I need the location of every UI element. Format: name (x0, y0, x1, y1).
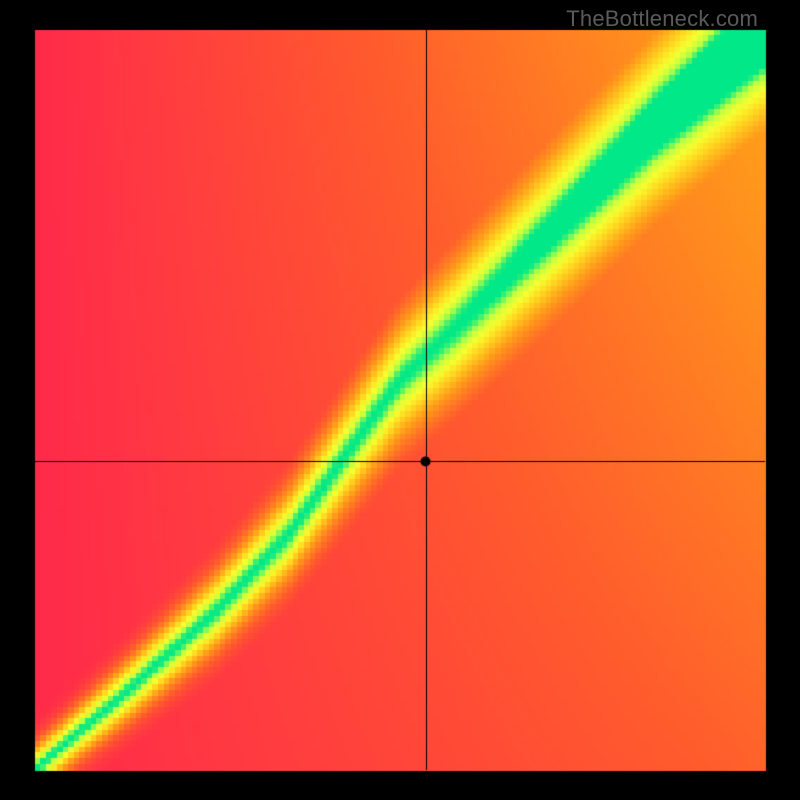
watermark-text: TheBottleneck.com (566, 6, 758, 32)
chart-container: TheBottleneck.com (0, 0, 800, 800)
heatmap-canvas (0, 0, 800, 800)
